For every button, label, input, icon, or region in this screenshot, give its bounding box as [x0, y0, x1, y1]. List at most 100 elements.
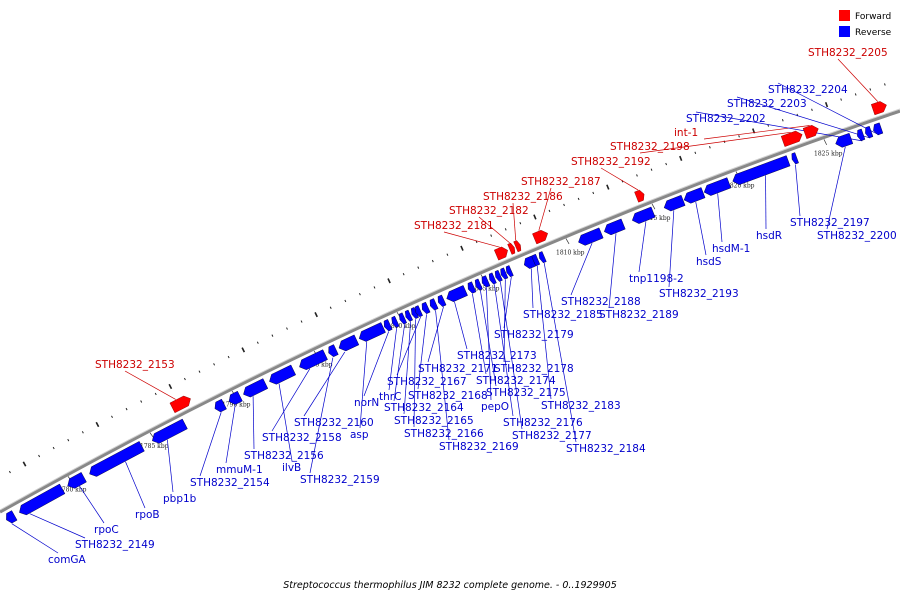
gene-label[interactable]: STH8232_2182	[449, 205, 529, 217]
gene-label[interactable]: STH8232_2166	[404, 428, 484, 440]
gene-label[interactable]: STH8232_2160	[294, 417, 374, 429]
gene-label[interactable]: STH8232_2168	[408, 390, 488, 402]
gene-label[interactable]: STH8232_2176	[503, 417, 583, 429]
gene-label[interactable]: ilvB	[282, 462, 301, 474]
gene-label[interactable]: STH8232_2153	[95, 359, 175, 371]
gene-sth8232_2160[interactable]	[337, 334, 360, 353]
gene-comga[interactable]	[4, 510, 18, 525]
gene-mmum-1[interactable]	[227, 390, 243, 406]
gene-sth8232_2149[interactable]	[17, 483, 66, 517]
gene-label[interactable]: STH8232_2173	[457, 350, 537, 362]
gene-label[interactable]: STH8232_2193	[659, 288, 739, 300]
gene-sth8232_2187[interactable]	[532, 228, 549, 245]
gene-sth8232_2173[interactable]	[444, 285, 468, 303]
gene-sth8232_2167[interactable]	[414, 305, 423, 318]
gene-sth8232_2202[interactable]	[856, 128, 866, 141]
gene-label[interactable]: STH8232_2188	[561, 296, 641, 308]
gene-sth8232_2168[interactable]	[420, 301, 431, 315]
gene-sth8232_2186[interactable]	[513, 240, 523, 253]
gene-sth8232_2192[interactable]	[634, 189, 646, 203]
gene-sth8232_2175[interactable]	[474, 278, 483, 291]
gene-asp[interactable]	[357, 322, 386, 343]
gene-label[interactable]: STH8232_2197	[790, 217, 870, 229]
gene-sth8232_2156[interactable]	[241, 378, 269, 400]
gene-sth8232_2184[interactable]	[537, 251, 547, 264]
gene-label[interactable]: rpoC	[94, 524, 119, 536]
gene-label[interactable]: asp	[350, 429, 369, 441]
gene-sth8232_2189[interactable]	[602, 218, 626, 237]
gene-sth8232_2154[interactable]	[212, 398, 227, 413]
gene-label[interactable]: STH8232_2203	[727, 98, 807, 110]
gene-sth8232_2198[interactable]	[780, 129, 804, 147]
gene-label[interactable]: STH8232_2189	[599, 309, 679, 321]
gene-label[interactable]: STH8232_2183	[541, 400, 621, 412]
gene-sth8232_2182[interactable]	[507, 242, 517, 255]
gene-sth8232_2205[interactable]	[870, 100, 888, 116]
gene-label[interactable]: int-1	[674, 127, 698, 139]
gene-norn[interactable]	[382, 319, 393, 332]
gene-label[interactable]: hsdR	[756, 230, 782, 242]
gene-sth8232_2159[interactable]	[326, 344, 339, 358]
gene-label[interactable]: norN	[354, 397, 379, 409]
gene-label[interactable]: STH8232_2178	[494, 363, 574, 375]
gene-rpoc[interactable]	[65, 472, 87, 490]
gene-label[interactable]: STH8232_2174	[476, 375, 556, 387]
gene-thrc[interactable]	[390, 315, 400, 328]
gene-sth8232_2171[interactable]	[436, 294, 447, 308]
gene-label[interactable]: STH8232_2181	[414, 220, 494, 232]
gene-label[interactable]: pbp1b	[163, 493, 197, 505]
gene-rpob[interactable]	[87, 441, 145, 478]
gene-label[interactable]: STH8232_2154	[190, 477, 270, 489]
gene-sth8232_2179[interactable]	[504, 265, 514, 278]
gene-label[interactable]: tnp1198-2	[629, 273, 684, 285]
gene-label[interactable]: STH8232_2198	[610, 141, 690, 153]
gene-label[interactable]: STH8232_2200	[817, 230, 897, 242]
gene-label[interactable]: STH8232_2159	[300, 474, 380, 486]
gene-label[interactable]: STH8232_2165	[394, 415, 474, 427]
gene-sth8232_2204[interactable]	[872, 122, 884, 136]
gene-sth8232_2153[interactable]	[169, 394, 193, 414]
gene-sth8232_2185[interactable]	[522, 255, 537, 270]
gene-hsdm-1[interactable]	[702, 177, 732, 198]
gene-label[interactable]: STH8232_2164	[384, 402, 464, 414]
gene-sth8232_2158[interactable]	[297, 349, 328, 372]
gene-sth8232_2177[interactable]	[493, 269, 503, 282]
gene-sth8232_2164[interactable]	[398, 312, 407, 325]
gene-label[interactable]: STH8232_2187	[521, 176, 601, 188]
gene-label[interactable]: STH8232_2179	[494, 329, 574, 341]
gene-int-1[interactable]	[802, 124, 820, 139]
gene-sth8232_2188[interactable]	[576, 227, 604, 247]
gene-pbp1b[interactable]	[150, 418, 188, 446]
gene-ilvb[interactable]	[267, 364, 296, 387]
gene-label[interactable]: STH8232_2202	[686, 113, 766, 125]
gene-label[interactable]: thrC	[379, 391, 401, 403]
gene-hsds[interactable]	[682, 187, 706, 205]
gene-label[interactable]: mmuM-1	[216, 464, 263, 476]
gene-label[interactable]: STH8232_2186	[483, 191, 563, 203]
gene-hsdr[interactable]	[731, 155, 791, 187]
gene-label[interactable]: STH8232_2175	[486, 387, 566, 399]
gene-sth8232_2165[interactable]	[404, 309, 413, 322]
gene-sth8232_2178[interactable]	[499, 267, 509, 280]
gene-label[interactable]: STH8232_2204	[768, 84, 848, 96]
gene-tnp1198-2[interactable]	[630, 206, 656, 226]
gene-label[interactable]: STH8232_2184	[566, 443, 646, 455]
gene-label[interactable]: STH8232_2205	[808, 47, 888, 59]
gene-sth8232_2166[interactable]	[410, 307, 419, 319]
gene-label[interactable]: hsdS	[696, 256, 722, 268]
gene-label[interactable]: STH8232_2149	[75, 539, 155, 551]
gene-label[interactable]: comGA	[48, 554, 87, 566]
gene-sth8232_2176[interactable]	[487, 272, 497, 285]
gene-sth8232_2200[interactable]	[834, 132, 854, 149]
gene-label[interactable]: STH8232_2167	[387, 376, 467, 388]
gene-sth8232_2197[interactable]	[790, 152, 799, 165]
gene-label[interactable]: STH8232_2156	[244, 450, 324, 462]
gene-label[interactable]: rpoB	[135, 509, 160, 521]
gene-label[interactable]: STH8232_2177	[512, 430, 592, 442]
gene-label[interactable]: hsdM-1	[712, 243, 750, 255]
gene-label[interactable]: STH8232_2169	[439, 441, 519, 453]
gene-sth8232_2174[interactable]	[466, 281, 477, 295]
gene-sth8232_2203[interactable]	[864, 125, 874, 139]
gene-label[interactable]: STH8232_2185	[523, 309, 603, 321]
gene-label[interactable]: STH8232_2192	[571, 156, 651, 168]
